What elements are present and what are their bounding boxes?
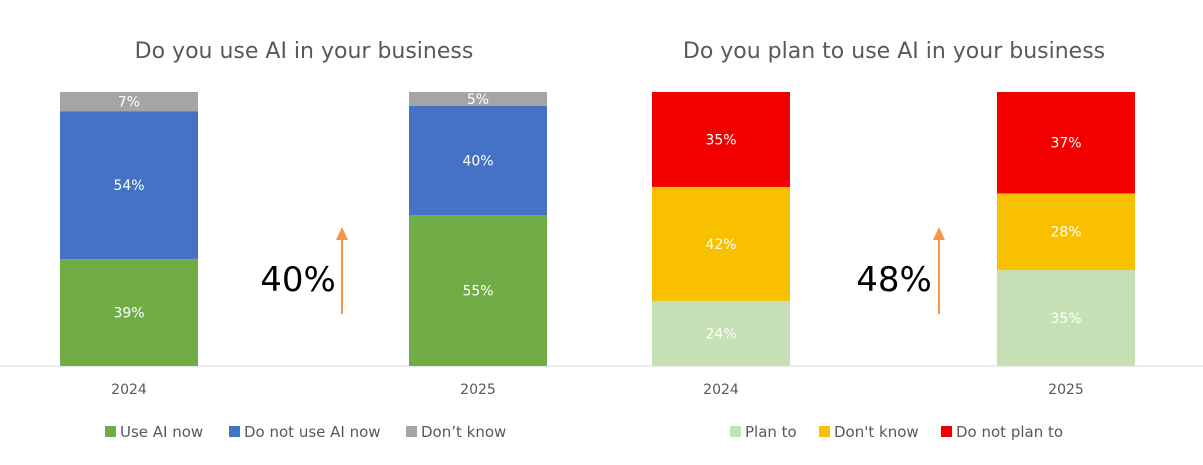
chart-2-xtick-2024: 2024 bbox=[703, 382, 739, 398]
chart-2-label-2025-don-t-know: 28% bbox=[1050, 225, 1081, 241]
bars-layer: 39% 54% 7% 55% 40% 5% 24% 42% 35% 35% 28% 37% bbox=[60, 92, 1135, 366]
chart-2-bar-2025-plan-to bbox=[997, 270, 1135, 366]
chart-2-bar-2024-plan-to bbox=[652, 300, 790, 366]
chart-2-title: Do you plan to use AI in your business bbox=[683, 39, 1105, 64]
chart-1-bar-2025-use-ai-now bbox=[409, 215, 547, 366]
chart-2-label-2024-don-t-know: 42% bbox=[705, 237, 736, 253]
chart-2-label-2025-plan-to: 35% bbox=[1050, 311, 1081, 327]
chart-1-bar-2025-don-t-know bbox=[409, 92, 547, 106]
chart-2-xtick-2025: 2025 bbox=[1048, 382, 1084, 398]
legend-1-swatch-do-not-use-ai-now bbox=[229, 426, 240, 437]
legend-2-label-plan-to: Plan to bbox=[745, 423, 797, 441]
chart-1-bar-2024-do-not-use-ai-now bbox=[60, 111, 198, 260]
chart-2-bar-2025-don-t-know bbox=[997, 193, 1135, 271]
chart-1-label-2025-do-not-use-ai-now: 40% bbox=[462, 154, 493, 170]
chart-1-bar-2024-use-ai-now bbox=[60, 259, 198, 366]
chart-1-label-2024-don-t-know: 7% bbox=[118, 95, 140, 111]
chart-1-up-arrow-icon bbox=[336, 227, 348, 314]
legend-2-label-do-not-plan-to: Do not plan to bbox=[956, 423, 1063, 441]
legend-1-swatch-dont-know bbox=[406, 426, 417, 437]
legend-1-label-dont-know: Don’t know bbox=[421, 423, 506, 441]
chart-2-bar-2024-do-not-plan-to bbox=[652, 92, 790, 187]
chart-1-xtick-2025: 2025 bbox=[460, 382, 496, 398]
chart-1-xtick-2024: 2024 bbox=[111, 382, 147, 398]
legend-1-label-use-ai-now: Use AI now bbox=[120, 423, 203, 441]
chart-1-label-2024-do-not-use-ai-now: 54% bbox=[113, 178, 144, 194]
chart-1-label-2025-use-ai-now: 55% bbox=[462, 284, 493, 300]
legend-1-swatch-use-ai-now bbox=[105, 426, 116, 437]
chart-2-label-2024-do-not-plan-to: 35% bbox=[705, 132, 736, 148]
chart-2-bar-2024-don-t-know bbox=[652, 186, 790, 301]
chart-2-bar-2025-do-not-plan-to bbox=[997, 92, 1135, 194]
chart-1-label-2024-use-ai-now: 39% bbox=[113, 306, 144, 322]
legend-2-label-dont-know: Don't know bbox=[834, 423, 919, 441]
legend-2-swatch-plan-to bbox=[730, 426, 741, 437]
chart-1-bar-2024-don-t-know bbox=[60, 92, 198, 112]
chart-1-label-2025-don-t-know: 5% bbox=[467, 92, 489, 108]
chart-2-growth-annotation: 48% bbox=[856, 260, 932, 300]
chart-2-label-2025-do-not-plan-to: 37% bbox=[1050, 136, 1081, 152]
legend-2-swatch-do-not-plan-to bbox=[941, 426, 952, 437]
chart-1-bar-2025-do-not-use-ai-now bbox=[409, 105, 547, 216]
chart-2-label-2024-plan-to: 24% bbox=[705, 326, 736, 342]
chart-1-title: Do you use AI in your business bbox=[135, 39, 474, 64]
legend-1-label-do-not-use-ai-now: Do not use AI now bbox=[244, 423, 381, 441]
chart-2-up-arrow-icon bbox=[933, 227, 945, 314]
chart-1-growth-annotation: 40% bbox=[260, 260, 336, 300]
legend-2-swatch-dont-know bbox=[819, 426, 830, 437]
